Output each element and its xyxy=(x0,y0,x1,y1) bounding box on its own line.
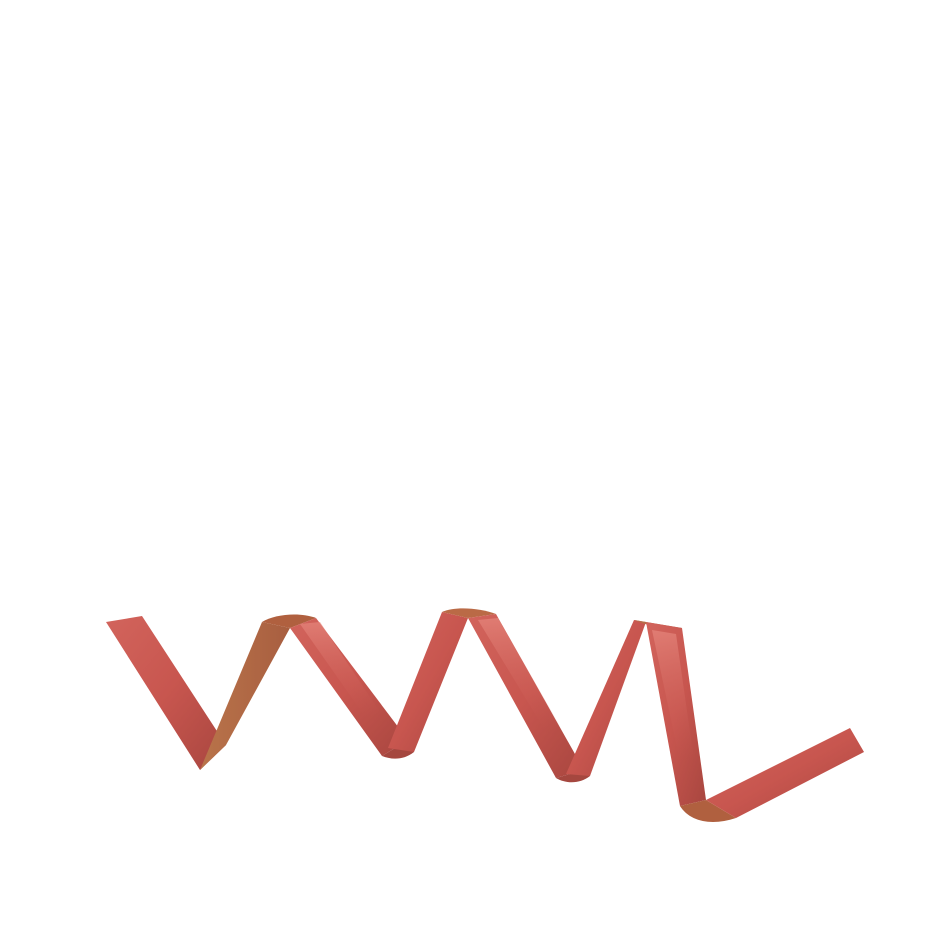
ribbon-bottom-curve xyxy=(680,800,736,822)
ribbon-segment-8 xyxy=(706,728,864,818)
ribbon-segment-6 xyxy=(566,620,646,776)
ribbon-segment-4 xyxy=(388,612,468,752)
ribbon-segment-2 xyxy=(200,622,290,770)
ribbon-sheen-1 xyxy=(300,622,380,718)
ribbon-crest-2 xyxy=(442,608,496,618)
ribbon-sheen-3 xyxy=(652,630,694,762)
ribbon-crest-1 xyxy=(262,614,316,628)
ribbon-segment-1 xyxy=(106,616,226,770)
ribbon-sheen-2 xyxy=(478,618,560,732)
